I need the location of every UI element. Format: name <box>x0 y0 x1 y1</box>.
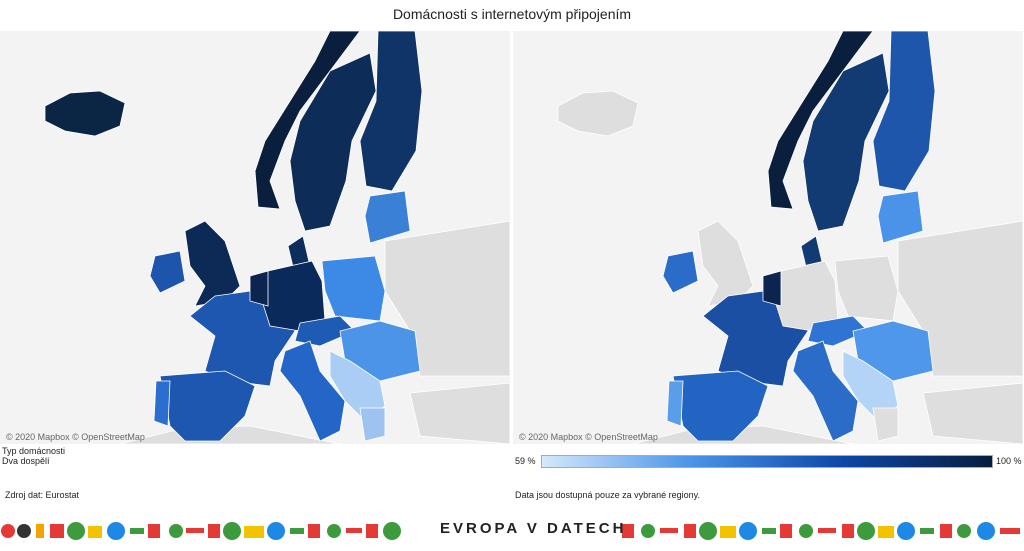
title: Domácnosti s internetovým připojením <box>392 6 632 22</box>
legend-bar <box>541 455 993 468</box>
legend-min: 59 % <box>515 456 536 466</box>
availability-note: Data jsou dostupná pouze za vybrané regi… <box>515 490 700 500</box>
filter-label: Typ domácnosti <box>2 446 66 456</box>
map-shapes <box>44 31 510 444</box>
icons-left <box>1 522 401 540</box>
map-right[interactable]: © 2020 Mapbox © OpenStreetMap <box>513 31 1023 444</box>
map-left[interactable]: © 2020 Mapbox © OpenStreetMap <box>0 31 510 444</box>
icons-right <box>622 522 1020 540</box>
logo[interactable]: EVROPA V DATECH <box>440 520 627 537</box>
icon-strip <box>1 522 1020 540</box>
attribution: © 2020 Mapbox © OpenStreetMap <box>6 432 145 442</box>
attribution: © 2020 Mapbox © OpenStreetMap <box>519 432 658 442</box>
source-note: Zdroj dat: Eurostat <box>5 490 80 500</box>
map-shapes <box>557 31 1023 444</box>
legend-max: 100 % <box>996 456 1022 466</box>
filter-value[interactable]: Dva dospělí <box>2 456 50 466</box>
